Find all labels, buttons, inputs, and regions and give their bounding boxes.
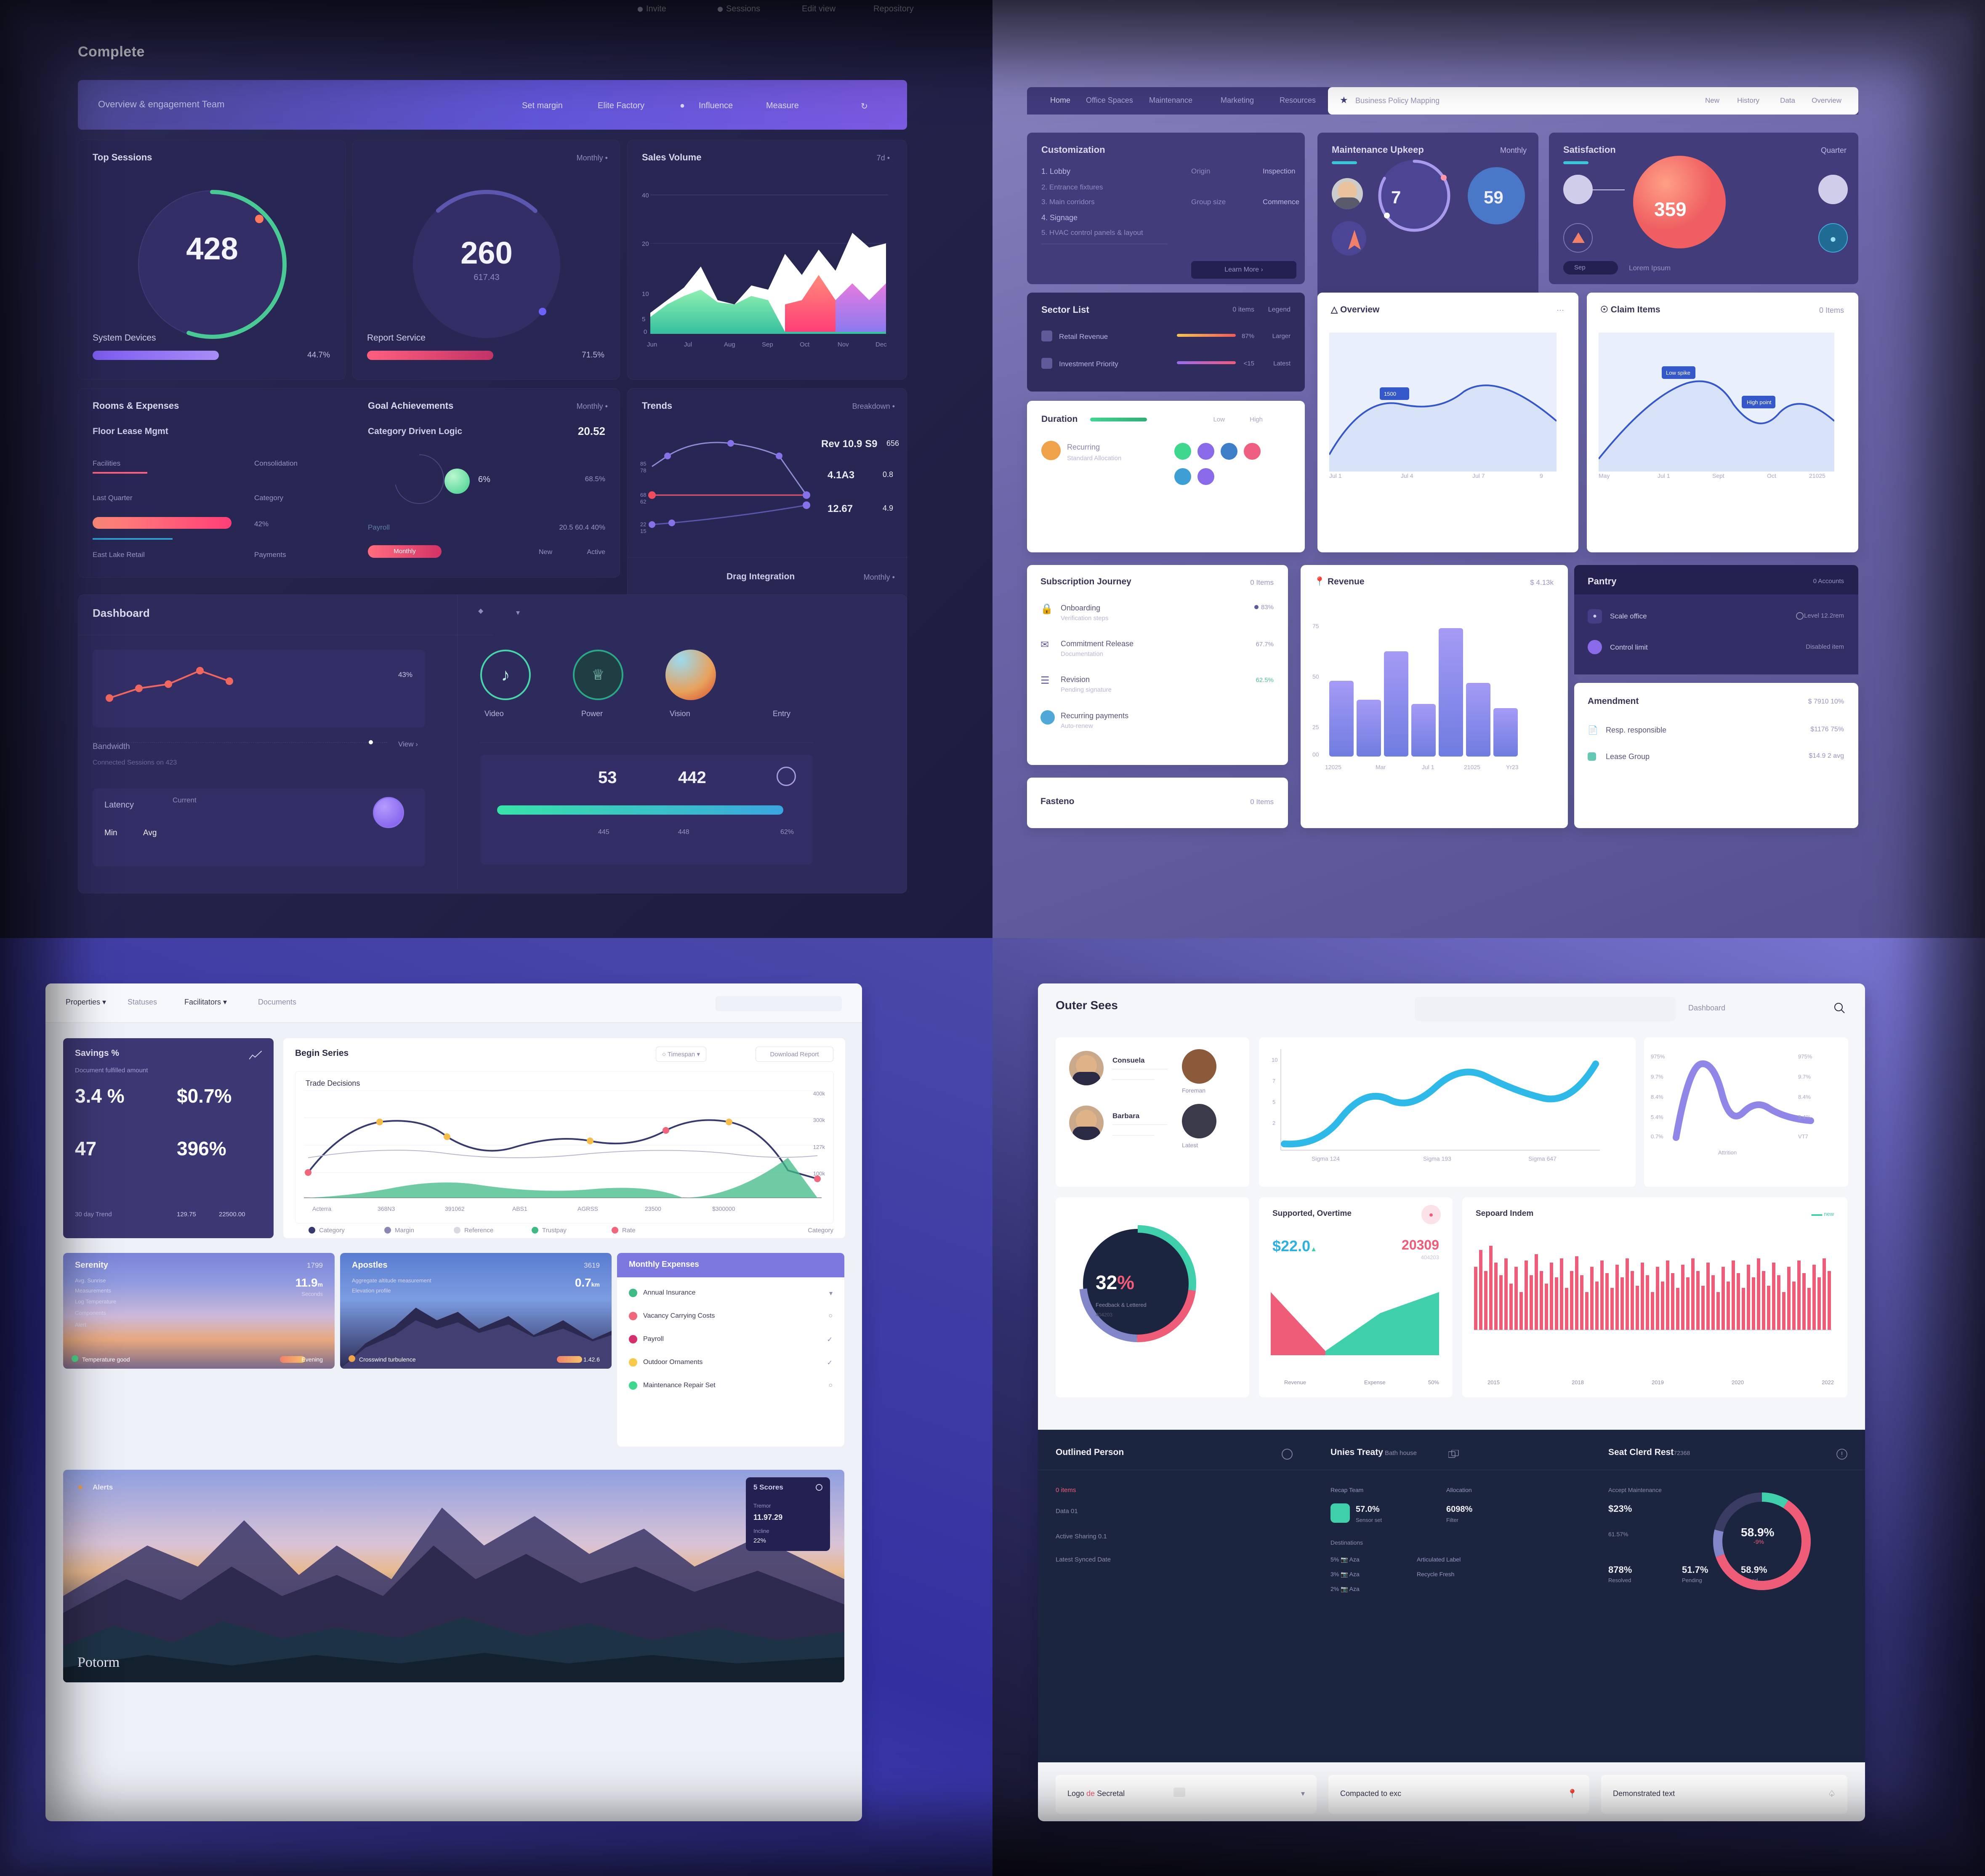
svg-text:Jul 1: Jul 1 [1329,472,1342,479]
svg-text:75: 75 [1312,623,1319,629]
svg-text:Jun: Jun [647,341,657,348]
svg-text:9: 9 [1540,472,1543,479]
svg-text:7: 7 [1272,1078,1275,1084]
svg-text:Dec: Dec [875,341,887,348]
svg-text:Jul 1: Jul 1 [1422,764,1434,770]
svg-text:40: 40 [642,192,649,199]
svg-text:25: 25 [1312,724,1319,730]
svg-text:975%: 975% [1651,1053,1665,1060]
svg-text:Sept: Sept [1712,472,1724,479]
svg-text:12025: 12025 [1325,764,1341,770]
svg-text:68: 68 [640,492,646,498]
svg-text:21025: 21025 [1464,764,1480,770]
svg-text:Jul 7: Jul 7 [1472,472,1485,479]
svg-text:1500: 1500 [1384,391,1396,397]
svg-text:5.4%: 5.4% [1798,1114,1811,1120]
svg-text:Sigma 193: Sigma 193 [1423,1155,1451,1162]
svg-text:Low spike: Low spike [1666,370,1690,376]
svg-text:975%: 975% [1798,1053,1812,1060]
svg-text:Nov: Nov [838,341,849,348]
svg-text:15: 15 [640,528,646,534]
svg-text:8.4%: 8.4% [1651,1094,1663,1100]
svg-text:5.4%: 5.4% [1651,1114,1663,1120]
svg-text:May: May [1599,472,1610,479]
svg-text:00: 00 [1312,751,1319,758]
svg-text:85: 85 [640,461,646,467]
svg-text:10: 10 [1272,1057,1277,1063]
svg-text:22: 22 [640,521,646,528]
svg-text:78: 78 [640,467,646,474]
svg-text:Oct: Oct [1767,472,1776,479]
svg-text:62: 62 [640,498,646,505]
svg-text:50: 50 [1312,673,1319,680]
svg-text:Jul: Jul [684,341,692,348]
svg-text:Attrition: Attrition [1718,1149,1737,1156]
svg-text:High point: High point [1747,399,1772,405]
svg-text:5: 5 [1272,1099,1275,1105]
svg-text:0.7%: 0.7% [1651,1133,1663,1140]
svg-text:20: 20 [642,240,649,248]
svg-text:8.4%: 8.4% [1798,1094,1811,1100]
svg-text:Aug: Aug [724,341,735,348]
svg-text:Jul 4: Jul 4 [1401,472,1413,479]
svg-text:Sigma 647: Sigma 647 [1528,1155,1557,1162]
svg-text:21025: 21025 [1809,472,1825,479]
svg-text:2: 2 [1272,1120,1275,1126]
svg-text:10: 10 [642,290,649,298]
svg-text:Oct: Oct [800,341,810,348]
svg-text:Mar: Mar [1376,764,1386,770]
svg-text:Sigma 124: Sigma 124 [1312,1155,1340,1162]
svg-text:Yr23: Yr23 [1506,764,1519,770]
svg-text:0: 0 [644,328,647,336]
svg-text:5: 5 [642,316,645,323]
svg-text:VT7: VT7 [1798,1133,1808,1140]
svg-text:9.7%: 9.7% [1651,1074,1663,1080]
svg-text:Sep: Sep [762,341,773,348]
svg-text:Jul 1: Jul 1 [1658,472,1670,479]
svg-text:9.7%: 9.7% [1798,1074,1811,1080]
